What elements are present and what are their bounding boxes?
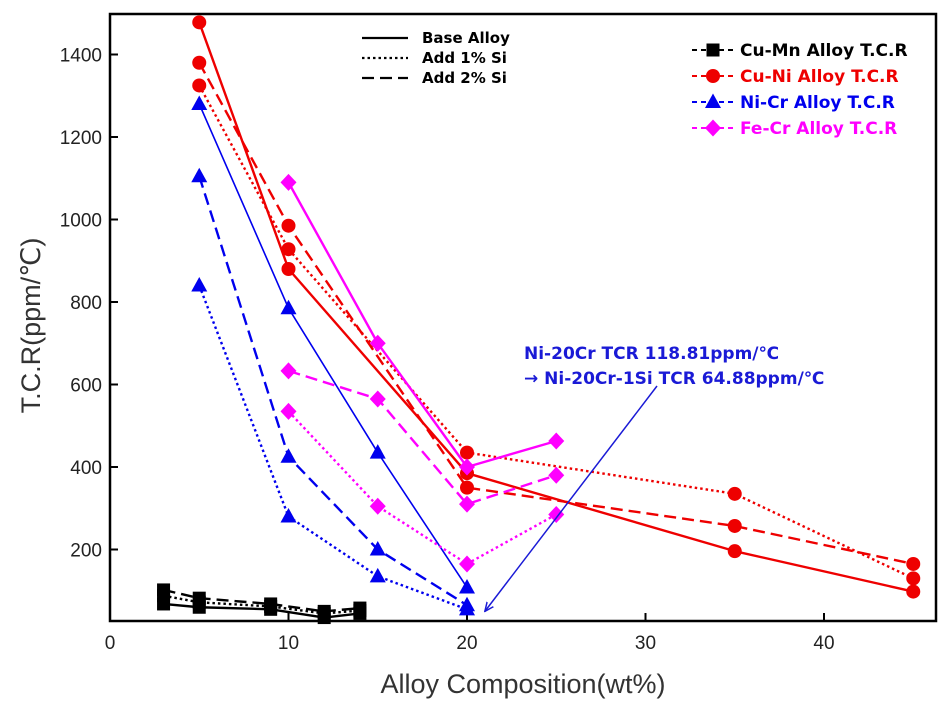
data-point-triangle <box>191 95 208 110</box>
series-ni-cr-solid <box>191 95 475 594</box>
series-legend-circle-icon <box>706 69 720 83</box>
data-point-triangle <box>191 277 208 292</box>
series-legend-label: Fe-Cr Alloy T.C.R <box>740 119 897 139</box>
data-point-circle <box>281 262 296 276</box>
data-point-triangle <box>459 578 475 594</box>
annotation-text: Ni-20Cr TCR 118.81ppm/℃ <box>524 344 779 364</box>
data-point-triangle <box>191 167 208 183</box>
y-axis-label: T.C.R(ppm/℃) <box>16 238 46 414</box>
style-legend-label: Add 2% Si <box>422 69 507 87</box>
series-line <box>198 84 914 580</box>
data-point-circle <box>281 242 296 257</box>
y-tick-label: 1200 <box>60 128 102 149</box>
series-line <box>288 369 557 506</box>
y-tick-label: 600 <box>70 376 102 397</box>
data-point-diamond <box>548 505 565 523</box>
data-point-square <box>317 604 331 618</box>
series-line <box>198 103 468 588</box>
style-legend-label: Base Alloy <box>422 29 510 47</box>
annotation-text: → Ni-20Cr-1Si TCR 64.88ppm/℃ <box>524 369 824 389</box>
data-point-circle <box>727 486 742 501</box>
data-point-circle <box>460 480 474 495</box>
data-point-triangle <box>369 541 386 556</box>
data-point-diamond <box>369 334 386 352</box>
data-point-diamond <box>280 173 297 191</box>
data-point-circle <box>192 78 207 93</box>
data-point-circle <box>192 55 207 70</box>
y-tick-label: 200 <box>70 541 102 562</box>
series-ni-cr-dotted <box>191 277 475 616</box>
x-axis-label: Alloy Composition(wt%) <box>380 669 665 699</box>
x-tick-label: 40 <box>813 633 834 654</box>
x-tick-label: 30 <box>635 633 656 654</box>
data-point-diamond <box>369 390 386 408</box>
series-legend-triangle-icon <box>705 93 721 108</box>
data-point-circle <box>727 518 742 533</box>
data-point-triangle <box>280 299 297 315</box>
x-tick-label: 20 <box>456 633 477 654</box>
series-legend-label: Ni-Cr Alloy T.C.R <box>740 93 895 113</box>
data-point-diamond <box>280 402 297 420</box>
series-cu-ni-dashed <box>192 55 921 571</box>
data-point-square <box>192 591 206 605</box>
series-legend-label: Cu-Ni Alloy T.C.R <box>740 67 899 87</box>
series-fe-cr-solid <box>280 173 565 476</box>
data-point-circle <box>906 571 921 586</box>
data-point-diamond <box>459 495 475 513</box>
series-line <box>198 62 914 566</box>
series-legend-diamond-icon <box>705 119 721 137</box>
y-tick-label: 800 <box>70 293 102 314</box>
data-point-diamond <box>280 362 297 380</box>
series-line <box>198 285 468 611</box>
series-legend: Cu-Mn Alloy T.C.R Cu-Ni Alloy T.C.R Ni-Cr … <box>692 41 908 139</box>
data-point-square <box>264 597 278 611</box>
plot-area-frame <box>108 12 938 623</box>
series-cu-mn-dashed <box>157 583 367 618</box>
annotation-arrow <box>485 385 658 611</box>
data-point-triangle <box>280 448 297 463</box>
data-point-circle <box>460 445 474 460</box>
data-point-triangle <box>459 596 475 612</box>
data-point-triangle <box>280 508 297 523</box>
series-line <box>163 594 360 615</box>
series-line <box>287 410 557 566</box>
y-tick-label: 1400 <box>60 46 102 67</box>
data-point-circle <box>906 556 921 571</box>
series-group <box>157 15 921 625</box>
axes-group: 0 10 20 30 40 200 400 600 800 1000 1200 1400 Alloy C… <box>16 46 835 700</box>
data-point-diamond <box>369 497 386 515</box>
series-fe-cr-dotted <box>280 402 565 573</box>
series-legend-label: Cu-Mn Alloy T.C.R <box>740 41 908 61</box>
series-ni-cr-dashed <box>191 167 475 612</box>
data-point-circle <box>727 544 742 559</box>
annotation-group: Ni-20Cr TCR 118.81ppm/℃ → Ni-20Cr-1Si TCR… <box>485 344 824 611</box>
data-point-circle <box>281 218 296 233</box>
data-point-circle <box>192 15 207 30</box>
data-point-diamond <box>459 555 475 573</box>
series-fe-cr-dashed <box>280 362 565 513</box>
series-line <box>198 175 468 607</box>
style-legend-label: Add 1% Si <box>422 49 507 67</box>
data-point-triangle <box>369 567 386 583</box>
data-point-circle <box>906 584 921 599</box>
x-tick-label: 0 <box>105 633 116 654</box>
series-line <box>287 181 557 469</box>
data-point-diamond <box>548 466 565 484</box>
series-cu-ni-dotted <box>192 78 921 586</box>
data-point-square <box>157 583 171 597</box>
y-tick-label: 1000 <box>60 211 102 232</box>
data-point-diamond <box>548 432 565 450</box>
y-tick-label: 400 <box>70 458 102 479</box>
data-point-square <box>353 601 367 615</box>
series-legend-square-icon <box>706 43 720 57</box>
data-point-triangle <box>369 444 386 459</box>
line-style-legend: Base Alloy Add 1% Si Add 2% Si <box>362 29 510 87</box>
data-point-diamond <box>459 458 475 476</box>
x-tick-label: 10 <box>278 633 299 654</box>
